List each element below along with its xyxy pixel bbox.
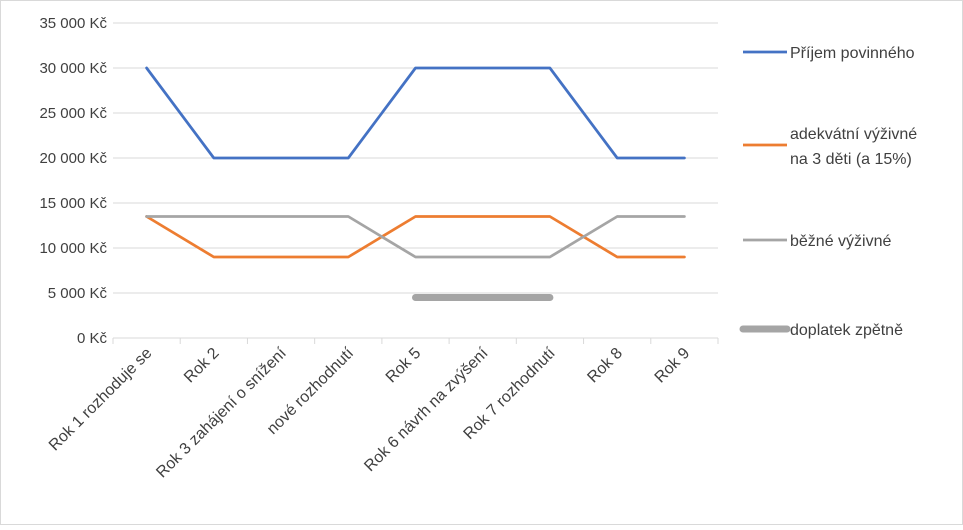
legend-label: Příjem povinného xyxy=(790,45,915,62)
legend-label: na 3 děti (a 15%) xyxy=(790,151,912,168)
y-tick-label: 5 000 Kč xyxy=(48,285,108,302)
y-tick-label: 15 000 Kč xyxy=(39,195,107,212)
legend-label: doplatek zpětně xyxy=(790,322,903,339)
legend-label: běžné výživné xyxy=(790,233,891,250)
y-tick-label: 10 000 Kč xyxy=(39,240,107,257)
legend-label: adekvátní výživné xyxy=(790,126,917,143)
y-tick-label: 25 000 Kč xyxy=(39,105,107,122)
y-tick-label: 35 000 Kč xyxy=(39,15,107,32)
y-tick-label: 30 000 Kč xyxy=(39,60,107,77)
y-tick-label: 0 Kč xyxy=(77,330,108,347)
y-tick-label: 20 000 Kč xyxy=(39,150,107,167)
